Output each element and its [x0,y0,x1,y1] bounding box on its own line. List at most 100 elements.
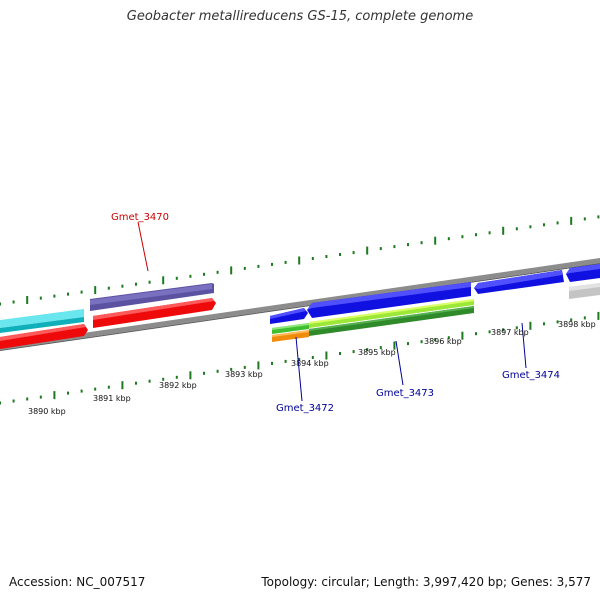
accession-label: Accession: NC_007517 [9,575,146,589]
leader-gmet3473 [395,340,404,386]
minor-tick [352,350,355,354]
minor-tick [271,262,273,266]
minor-tick [420,241,423,245]
gene-cyan-fwd[interactable] [0,309,84,333]
minor-tick [67,292,69,296]
major-tick [121,381,124,390]
minor-tick [243,365,246,369]
minor-tick [53,294,56,298]
minor-tick [311,257,314,260]
minor-tick [311,356,314,359]
minor-tick [26,397,29,401]
minor-tick [39,296,42,300]
minor-tick [543,223,545,227]
minor-tick [257,264,260,268]
minor-tick [515,326,518,330]
major-tick [393,341,396,350]
gene-grey[interactable] [569,283,600,299]
scale-tick-label: 3892 kbp [159,381,197,390]
scale-tick-label: 3898 kbp [558,320,596,329]
gene-blue-edge[interactable] [566,264,600,282]
scale-tick-label: 3893 kbp [225,370,263,379]
gene-gmet3473-darkgreen[interactable] [309,306,474,336]
minor-tick [271,361,273,365]
minor-tick [461,235,464,239]
scale-tick-label: 3897 kbp [491,328,529,337]
major-tick [26,296,29,304]
minor-tick [284,260,287,264]
minor-tick [148,280,151,284]
genome-summary: Topology: circular; Length: 3,997,420 bp… [261,575,591,589]
major-tick [570,216,573,225]
gene-red-lower-left[interactable] [0,324,88,349]
minor-tick [447,237,450,241]
minor-tick [325,255,328,258]
minor-tick [230,367,233,371]
gene-red-main[interactable] [93,298,216,328]
upper-tick-row [0,215,600,306]
minor-tick [583,316,586,320]
minor-tick [556,221,559,225]
major-tick [189,371,192,380]
minor-tick [162,377,165,381]
minor-tick [0,302,1,306]
minor-tick [243,266,246,270]
minor-tick [515,227,518,231]
minor-tick [393,245,396,249]
major-tick [434,236,437,245]
minor-tick [0,401,1,405]
minor-tick [107,286,110,290]
minor-tick [203,371,205,375]
genome-backbone [0,258,600,350]
minor-tick [94,387,97,391]
gene-gmet3472-green[interactable] [272,323,309,334]
scale-tick-label: 3891 kbp [93,394,131,403]
gene-gmet3472-orange[interactable] [272,330,309,342]
gene-blue-long[interactable] [307,282,471,318]
gene-gmet3473-yellowgreen[interactable] [309,299,474,328]
scale-tick-label: 3894 kbp [291,359,329,368]
leader-gmet3472 [295,336,303,402]
minor-tick [339,352,341,355]
leader-gmet3474 [521,322,527,369]
gene-blue-right[interactable] [474,270,564,294]
major-tick [529,321,532,330]
lower-tick-row [0,311,600,405]
minor-tick [475,332,477,336]
minor-tick [488,330,491,334]
minor-tick [529,225,532,229]
minor-tick [121,284,124,288]
minor-tick [284,359,287,363]
major-tick [502,226,505,235]
minor-tick [298,358,301,361]
minor-tick [447,336,450,340]
minor-tick [379,247,382,251]
major-tick [257,361,260,370]
gene-label-gmet-3473[interactable]: Gmet_3473 [376,388,434,399]
minor-tick [583,217,586,221]
gene-gmet3470[interactable] [90,283,214,311]
gene-blue-small[interactable] [270,308,308,324]
scale-tick-label: 3895 kbp [358,348,396,357]
minor-tick [475,233,477,237]
minor-tick [67,391,69,395]
gene-label-gmet-3472[interactable]: Gmet_3472 [276,403,334,414]
minor-tick [80,290,83,294]
minor-tick [352,251,355,255]
minor-tick [339,253,341,256]
minor-tick [597,215,600,219]
minor-tick [189,274,192,278]
minor-tick [570,318,573,322]
minor-tick [175,276,178,280]
minor-tick [434,338,437,342]
minor-tick [135,282,137,286]
minor-tick [203,272,205,276]
major-tick [298,256,301,265]
minor-tick [135,381,137,385]
leader-gmet3470 [137,221,149,272]
minor-tick [216,369,219,373]
gene-label-gmet-3474[interactable]: Gmet_3474 [502,370,560,381]
major-tick [366,246,369,255]
gene-label-gmet-3470[interactable]: Gmet_3470 [111,212,169,223]
